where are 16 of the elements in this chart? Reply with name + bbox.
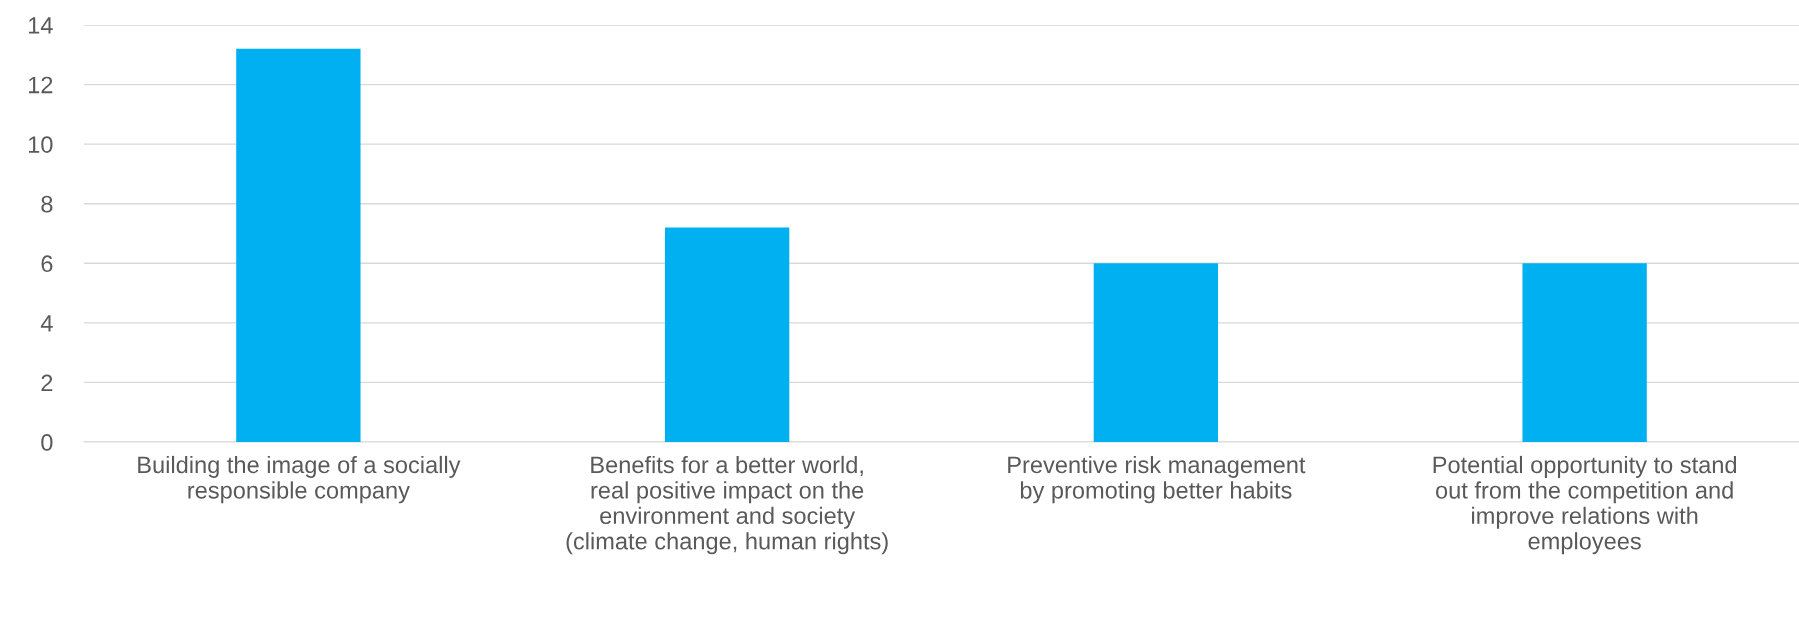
y-tick-label: 8 xyxy=(41,195,53,213)
bar xyxy=(236,48,361,442)
bar xyxy=(1093,263,1219,442)
y-tick-label: 12 xyxy=(28,76,53,94)
bar xyxy=(664,227,790,442)
x-tick-label: Potential opportunity to stand out from the competition and improve relations with employees xyxy=(1433,455,1737,555)
y-tick-label: 2 xyxy=(41,374,53,391)
x-tick-label: Building the image of a socially responsible company xyxy=(138,455,461,504)
y-tick-label: 4 xyxy=(40,315,53,332)
x-tick-label: Benefits for a better world, real positive impact on the environment and society (climate change, human rights) xyxy=(566,455,888,555)
y-tick-label: 6 xyxy=(41,255,53,273)
y-tick-label: 14 xyxy=(28,17,53,34)
y-tick-label: 10 xyxy=(28,136,53,153)
bar xyxy=(1522,263,1647,442)
y-tick-label: 0 xyxy=(41,434,53,451)
x-tick-label: Preventive risk management by promoting better habits xyxy=(1008,455,1306,504)
